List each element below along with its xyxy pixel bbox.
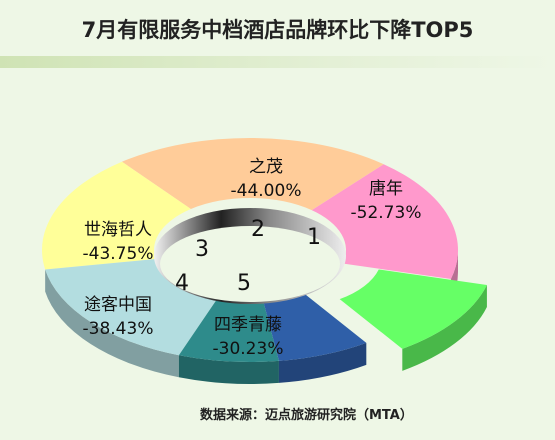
slice-5 — [263, 293, 367, 361]
rank-label: 5 — [237, 271, 251, 296]
slice-name-label: 世海哲人 — [84, 220, 152, 240]
slice-value-label: -30.23% — [213, 339, 284, 359]
chart-title: 7月有限服务中档酒店品牌环比下降TOP5 — [81, 18, 474, 42]
slice-value-label: -43.75% — [83, 244, 154, 264]
source-note: 数据来源：迈点旅游研究院（MTA） — [200, 408, 413, 423]
slice-side-3 — [45, 269, 179, 378]
slice-value-label: -44.00% — [231, 181, 302, 201]
rank-label: 3 — [195, 237, 209, 262]
slice-side-4 — [178, 355, 279, 385]
slice-4 — [178, 298, 279, 362]
slice-side-6 — [402, 284, 487, 371]
slice-name-label: 唐年 — [369, 178, 403, 199]
slice-1 — [121, 137, 384, 211]
donut-hole-floor — [160, 226, 340, 302]
rank-label: 2 — [251, 217, 265, 242]
title-divider — [0, 56, 555, 68]
rank-label: 4 — [175, 271, 189, 296]
slice-name-label: 之茂 — [249, 157, 283, 177]
slice-name-label: 四季青藤 — [214, 315, 282, 335]
slice-name-label: 途客中国 — [84, 295, 152, 315]
slice-side-5 — [278, 342, 367, 383]
slice-6 — [339, 269, 487, 349]
slice-2 — [41, 161, 191, 270]
slice-value-label: -52.73% — [351, 203, 422, 223]
slice-0 — [311, 164, 458, 279]
rank-label: 1 — [307, 225, 321, 250]
slice-value-label: -38.43% — [83, 319, 154, 339]
